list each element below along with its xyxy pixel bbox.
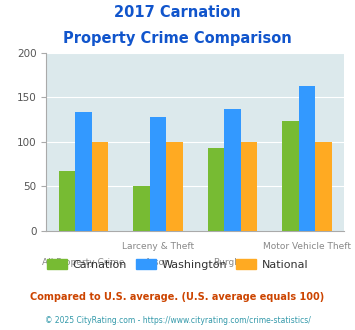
Legend: Carnation, Washington, National: Carnation, Washington, National [43, 255, 312, 274]
Text: © 2025 CityRating.com - https://www.cityrating.com/crime-statistics/: © 2025 CityRating.com - https://www.city… [45, 316, 310, 325]
Text: Burglary: Burglary [213, 258, 252, 267]
Text: 2017 Carnation: 2017 Carnation [114, 5, 241, 20]
Bar [92, 142, 108, 231]
Bar [283, 120, 299, 231]
Bar [133, 185, 150, 231]
Bar [150, 117, 166, 231]
Bar [208, 148, 224, 231]
Bar [224, 109, 241, 231]
Text: Larceny & Theft: Larceny & Theft [122, 242, 194, 251]
Text: Motor Vehicle Theft: Motor Vehicle Theft [263, 242, 351, 251]
Bar [166, 142, 182, 231]
Text: Property Crime Comparison: Property Crime Comparison [63, 31, 292, 46]
Text: Compared to U.S. average. (U.S. average equals 100): Compared to U.S. average. (U.S. average … [31, 292, 324, 302]
Text: All Property Crime: All Property Crime [42, 258, 125, 267]
Bar [59, 171, 75, 231]
Bar [299, 86, 315, 231]
Text: Arson: Arson [145, 258, 171, 267]
Bar [315, 142, 332, 231]
Bar [241, 142, 257, 231]
Bar [75, 112, 92, 231]
